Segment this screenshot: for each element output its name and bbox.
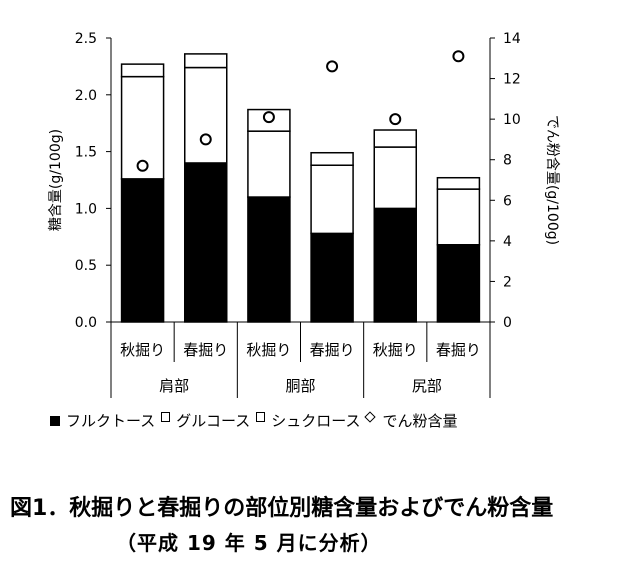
bar-fructose: [310, 232, 354, 323]
point-starch: [262, 111, 275, 124]
bar-fructose: [436, 244, 481, 323]
bar-fructose: [373, 207, 417, 323]
bar-sucrose: [310, 151, 354, 166]
y-left-tick-label: 1.0: [75, 201, 97, 217]
legend-label-fructose: フルクトース: [66, 412, 156, 430]
y-left-tick-label: 0.5: [75, 258, 97, 274]
y-right-tick-label: 4: [503, 234, 512, 250]
x-tick-label: 春掘り: [436, 341, 481, 359]
y-left-tick-label: 2.5: [75, 31, 97, 47]
bar-fructose: [184, 162, 228, 323]
legend-swatch-diamond: [364, 410, 377, 423]
group-label: 肩部: [159, 377, 189, 395]
bar-sucrose: [120, 63, 165, 78]
bar-sucrose: [184, 53, 228, 69]
point-starch: [452, 50, 465, 63]
bar-sucrose: [436, 176, 481, 190]
bar-sucrose: [373, 129, 417, 148]
y-right-tick-label: 12: [503, 72, 521, 88]
legend-swatch-open: [256, 411, 266, 422]
legend-item-glucose: グルコース: [161, 410, 250, 431]
figure-caption: 図1．秋掘りと春掘りの部位別糖含量およびでん粉含量: [10, 496, 554, 521]
point-starch: [136, 159, 149, 172]
legend-label-starch: でん粉含量: [382, 412, 458, 430]
y-left-tick-label: 1.5: [75, 145, 97, 161]
y-right-tick-label: 6: [503, 193, 512, 209]
group-label: 尻部: [412, 377, 442, 395]
figure-caption-subtitle: （平成 19 年 5 月に分析）: [116, 531, 382, 555]
y-left-tick-label: 2.0: [75, 88, 97, 104]
y-right-tick-label: 14: [503, 31, 521, 47]
legend-swatch-open: [161, 411, 171, 422]
legend-item-sucrose: シュクロース: [256, 410, 360, 431]
legend-label-glucose: グルコース: [176, 412, 251, 430]
x-tick-label: 秋掘り: [120, 341, 165, 359]
y-right-tick-label: 10: [503, 112, 521, 128]
x-tick-label: 秋掘り: [246, 341, 291, 359]
y-right-tick-label: 8: [503, 153, 512, 169]
legend-swatch-solid: [50, 415, 60, 426]
y-left-tick-label: 0.0: [75, 315, 97, 331]
bar-glucose: [436, 188, 481, 246]
x-tick-label: 秋掘り: [373, 341, 418, 359]
group-label: 胴部: [285, 377, 315, 395]
point-starch: [326, 60, 339, 73]
x-tick-label: 春掘り: [310, 341, 355, 359]
point-starch: [389, 113, 402, 126]
y-right-tick-label: 0: [503, 315, 512, 331]
legend-label-sucrose: シュクロース: [271, 412, 361, 430]
legend-item-fructose: フルクトース: [50, 410, 155, 431]
bar-fructose: [120, 178, 165, 323]
y-axis-left-label: 糖含量(g/100g): [48, 129, 64, 231]
bar-fructose: [247, 196, 291, 323]
bar-glucose: [310, 164, 354, 235]
bar-glucose: [247, 130, 291, 198]
point-starch: [199, 133, 212, 146]
y-right-tick-label: 2: [503, 274, 512, 290]
legend-item-starch: でん粉含量: [364, 410, 458, 431]
bar-glucose: [184, 66, 228, 164]
x-tick-label: 春掘り: [183, 341, 228, 359]
y-axis-right-label: でん粉含量(g/100g): [544, 115, 560, 245]
bar-glucose: [373, 146, 417, 210]
legend: フルクトース グルコース シュクロース でん粉含量: [50, 410, 464, 431]
